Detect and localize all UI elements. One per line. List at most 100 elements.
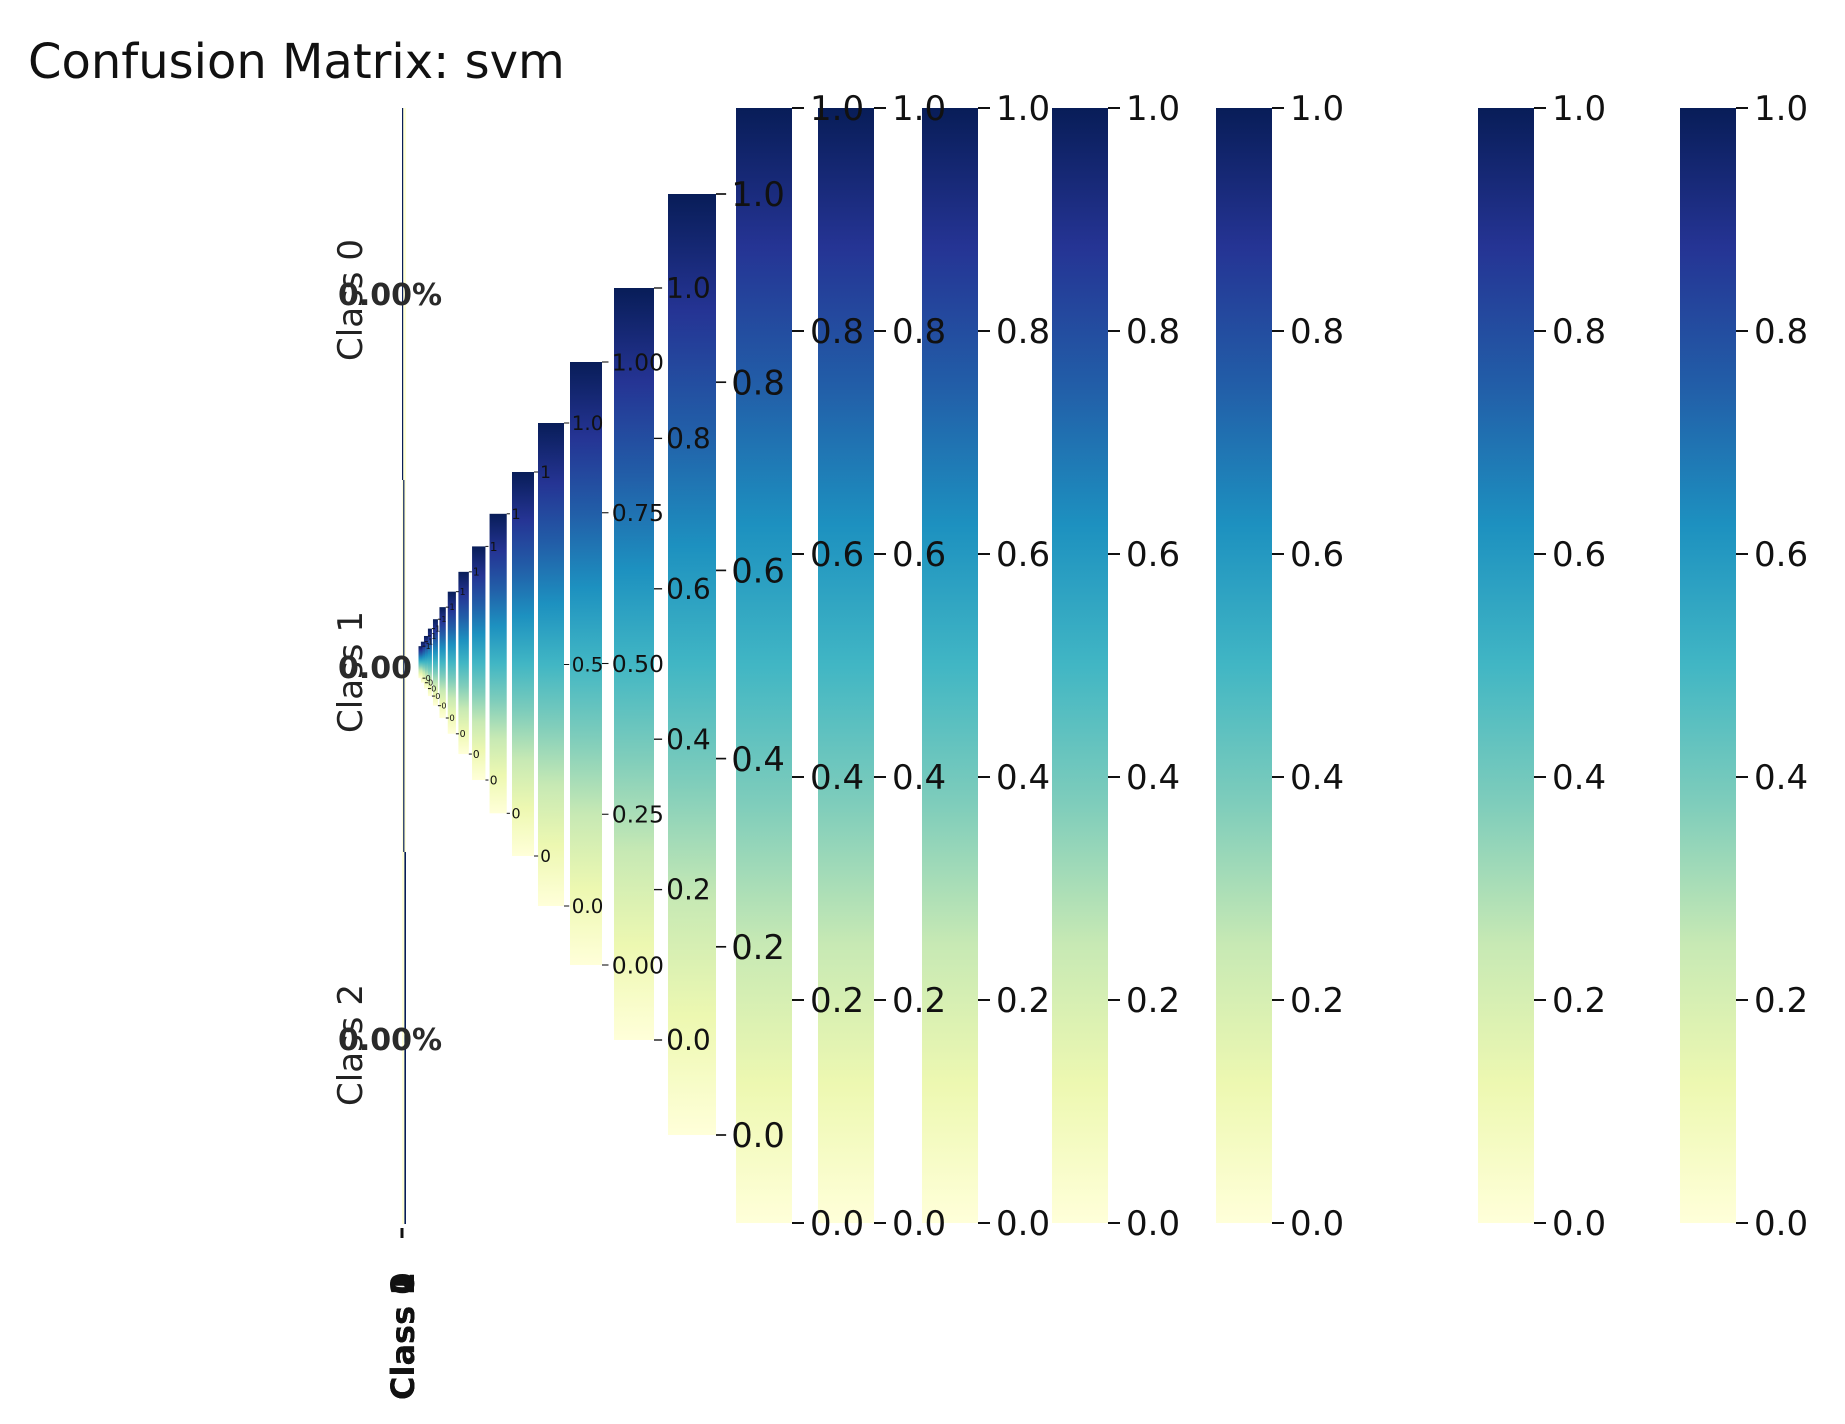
colorbar-tick-label: 0.4 [666, 723, 711, 756]
colorbar-tick-label: 1 [428, 638, 433, 647]
colorbar-tick-label: 0.6 [731, 552, 785, 591]
colorbar-tick-label: 0.50 [612, 650, 664, 678]
heatmap-cell-r1-c2 [404, 480, 406, 852]
colorbar-tick-label: 0.0 [1290, 1204, 1344, 1244]
colorbar-tick-label: 1.0 [1126, 89, 1180, 129]
colorbar-tick-label: 0.4 [731, 740, 785, 779]
colorbar-tick-label: 0.4 [810, 758, 864, 798]
colorbar-tick-label: 1 [460, 587, 466, 598]
heatmap-cell-r2-c0 [402, 852, 404, 1224]
colorbar-tick-label: 0.0 [666, 1024, 711, 1057]
colorbar-tick-label: 0.8 [810, 312, 864, 352]
colorbar-tick-label: 0 [490, 773, 498, 787]
colorbar-tick-label: 1.00 [612, 348, 664, 376]
heatmap-cells [402, 108, 406, 1224]
x-tick-label-class-0: Class 0 [384, 1272, 422, 1400]
colorbar-11: 01 [512, 462, 551, 866]
heatmap-cell-r0-c2 [404, 108, 406, 480]
colorbar-tick-label: 0.0 [1754, 1204, 1808, 1244]
colorbar-1: 0.0 0.2 0.4 0.6 0.8 1.0 [1478, 89, 1606, 1244]
colorbar-3: 0.0 0.2 0.4 0.6 0.8 1.0 [1052, 89, 1180, 1244]
colorbar-tick-label: 1.0 [572, 412, 604, 435]
colorbar-gradient [432, 619, 438, 706]
colorbar-tick-label: 0 [449, 713, 454, 723]
colorbar-tick-label: 0.2 [666, 874, 711, 907]
colorbar-tick-label: 1.0 [666, 272, 711, 305]
colorbar-gradient [1680, 108, 1736, 1223]
colorbar-4: 0.0 0.2 0.4 0.6 0.8 1.0 [922, 89, 1050, 1244]
cell-annotations: 0.00% 0.00 0.00% [338, 278, 442, 1058]
colorbar-tick-label: 0.0 [810, 1204, 864, 1244]
colorbar-gradient [1052, 108, 1108, 1223]
colorbar-tick-label: 0.2 [1290, 981, 1344, 1021]
colorbar-gradient [668, 194, 716, 1135]
colorbar-20: 01 [420, 638, 433, 688]
colorbar-gradient [420, 641, 425, 683]
colorbar-gradient [922, 108, 978, 1223]
y-axis-labels: Class 0 Class 1 Class 2 [331, 239, 371, 1106]
colorbar-12: 01 [489, 507, 521, 822]
colorbar-tick-label: 0.0 [1126, 1204, 1180, 1244]
heatmap-cell-r0-c0 [402, 108, 404, 480]
colorbar-tick-label: 0 [431, 684, 436, 693]
colorbar-19: 01 [423, 632, 436, 693]
chart-title: Confusion Matrix: svm [28, 34, 565, 90]
colorbar-tick-label: 0 [441, 702, 446, 711]
colorbar-gradient [439, 607, 446, 719]
colorbar-gradient [614, 288, 654, 1040]
colorbar-tick-label: 0.8 [1754, 312, 1808, 352]
colorbar-gradient [458, 571, 469, 755]
colorbar-6: 0.0 0.2 0.4 0.6 0.8 1.0 [736, 89, 864, 1244]
colorbar-tick-label: 0.8 [1126, 312, 1180, 352]
colorbar-tick-label: 0 [540, 846, 551, 866]
colorbar-tick-label: 1 [512, 507, 521, 523]
colorbar-tick-label: 1 [473, 566, 480, 579]
colorbar-8: 0.0 0.2 0.4 0.6 0.8 1.0 [614, 272, 711, 1057]
colorbar-tick-label: 0.8 [996, 312, 1050, 352]
colorbar-tick-label: 1.0 [892, 89, 946, 129]
y-tick-label-class-0: Class 0 [331, 239, 371, 361]
colorbar-tick-label: 0.4 [1754, 758, 1808, 798]
colorbar-tick-label: 1.0 [810, 89, 864, 129]
colorbar-tick-label: 0.2 [1552, 981, 1606, 1021]
colorbar-15: 01 [447, 587, 466, 740]
colorbar-tick-label: 0.2 [810, 981, 864, 1021]
colorbar-gradient [418, 646, 423, 679]
colorbar-tick-label: 1 [431, 632, 436, 641]
colorbar-tick-label: 0.2 [1754, 981, 1808, 1021]
colorbar-tick-label: 1 [490, 540, 498, 554]
colorbar-tick-label: 0.6 [1552, 535, 1606, 575]
colorbar-tick-label: 0.8 [666, 422, 711, 455]
colorbar-gradient [427, 628, 432, 697]
colorbar-tick-label: 0.4 [996, 758, 1050, 798]
colorbar-tick-label: 0.6 [1126, 535, 1180, 575]
colorbar-tick-label: 0 [426, 674, 431, 683]
colorbar-tick-label: 0.8 [892, 312, 946, 352]
colorbar-tick-label: 0.4 [892, 758, 946, 798]
colorbar-tick-label: 0.6 [666, 573, 711, 606]
colorbar-0: 0.0 0.2 0.4 0.6 0.8 1.0 [1680, 89, 1808, 1244]
colorbar-tick-label: 0.6 [892, 535, 946, 575]
annotation-row-2: 0.00% [338, 1023, 442, 1058]
colorbar-tick-label: 0.2 [1126, 981, 1180, 1021]
colorbar-gradient [472, 546, 486, 781]
colorbar-tick-label: 0.75 [612, 499, 664, 527]
colorbar-gradient [1478, 108, 1534, 1223]
colorbar-tick-label: 1.0 [731, 175, 785, 214]
y-tick-label-class-2: Class 2 [331, 984, 371, 1106]
annotation-row-1: 0.00 [338, 651, 412, 686]
colorbar-gradient [423, 635, 428, 689]
colorbar-2: 0.0 0.2 0.4 0.6 0.8 1.0 [1216, 89, 1344, 1244]
colorbar-tick-label: 0.4 [1290, 758, 1344, 798]
colorbar-tick-label: 0 [428, 679, 433, 688]
colorbar-tick-label: 0.2 [996, 981, 1050, 1021]
colorbar-tick-label: 0.6 [1754, 535, 1808, 575]
colorbar-tick-label: 0.6 [996, 535, 1050, 575]
colorbar-18: 01 [427, 625, 440, 701]
colorbar-tick-label: 0.00 [612, 951, 664, 979]
colorbar-tick-label: 0.5 [572, 654, 604, 677]
colorbar-gradient [736, 108, 792, 1223]
heatmap-cell-r1-c0 [402, 480, 404, 852]
colorbar-tick-label: 0.25 [612, 801, 664, 829]
